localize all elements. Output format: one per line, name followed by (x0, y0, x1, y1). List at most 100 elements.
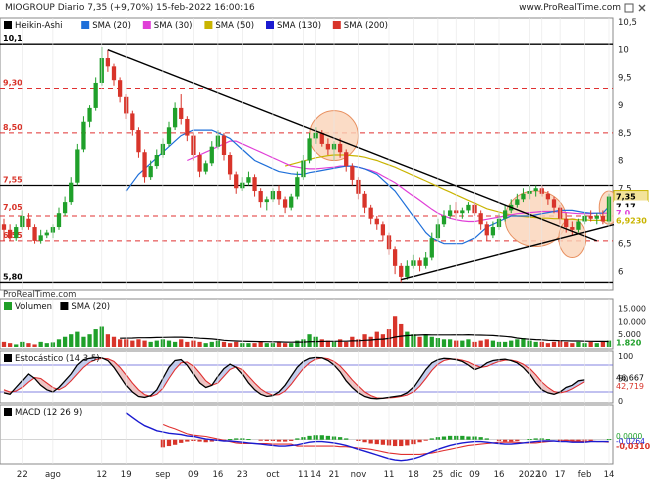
stochastic-fill (169, 360, 176, 379)
legend-swatch (4, 408, 12, 416)
stochastic-fill (346, 372, 353, 388)
macd-histogram-bar (460, 435, 465, 440)
macd-histogram-bar (289, 439, 294, 441)
volume-bar (368, 336, 373, 347)
macd-histogram-bar (227, 439, 233, 441)
stochastic-tick-label: 100 (618, 352, 633, 361)
stochastic-fill (248, 376, 255, 390)
macd-histogram-bar (344, 438, 349, 440)
volume-bar (344, 341, 349, 347)
stochastic-fill (217, 368, 224, 383)
candle-body (136, 130, 141, 153)
candle-body (380, 224, 386, 236)
x-axis-label: 21 (329, 470, 340, 480)
candle-body (56, 213, 62, 228)
stochastic-fill (486, 360, 493, 367)
candle-body (576, 221, 581, 230)
level-label: 7,55 (3, 175, 23, 184)
candle-body (551, 199, 557, 208)
stochastic-fill (297, 361, 304, 377)
volume-bar (295, 340, 300, 347)
volume-bar (227, 343, 233, 347)
x-axis-label: 09 (188, 470, 199, 480)
close-icon[interactable] (637, 3, 647, 13)
chart-title: MIOGROUP Diario 7,35 (+9,70%) 15-feb-202… (5, 3, 255, 13)
volume-bar (417, 336, 422, 347)
volume-bar (307, 334, 312, 347)
volume-bar (105, 334, 111, 347)
stochastic-fill (566, 385, 573, 392)
level-label: 10,1 (3, 34, 23, 43)
candle-body (276, 191, 282, 200)
macd-histogram-bar (515, 439, 520, 441)
x-axis-label: 18 (408, 470, 419, 480)
volume-bar (441, 339, 447, 347)
volume-bar (111, 336, 117, 347)
macd-histogram-bar (234, 438, 239, 440)
x-axis-label: 19 (121, 470, 132, 480)
candle-body (221, 135, 227, 155)
x-axis-label: 10 (536, 470, 547, 480)
stochastic-fill (40, 378, 47, 390)
prorealtime-url[interactable]: www.ProRealTime.com (519, 3, 621, 13)
volume-tick-label: 15.000 (618, 305, 646, 314)
x-axis-label: 11 (384, 470, 395, 480)
price-tick-label: 7,5 (618, 184, 632, 194)
macd-histogram-bar (405, 439, 410, 446)
volume-bar (117, 339, 123, 347)
stochastic-fill (547, 387, 554, 395)
stochastic-fill (572, 380, 579, 389)
stochastic-fill (291, 367, 298, 385)
candle-body (246, 177, 251, 183)
stochastic-fill (120, 367, 127, 386)
stochastic-fill (254, 383, 261, 395)
candle-body (545, 193, 551, 200)
macd-histogram-bar (246, 439, 251, 441)
legend-swatch (4, 354, 12, 362)
volume-bar (81, 336, 86, 347)
volume-bar (32, 344, 37, 347)
legend-swatch (81, 21, 90, 29)
volume-bar (1, 341, 7, 347)
volume-bar (209, 341, 214, 347)
legend-label: MACD (12 26 9) (15, 408, 82, 418)
price-label-box (614, 200, 648, 212)
macd-histogram-bar (166, 439, 172, 447)
maximize-icon[interactable] (624, 3, 634, 13)
stochastic-d-value: 42,719 (616, 382, 644, 391)
candle-body (62, 202, 68, 214)
macd-histogram-bar (282, 439, 288, 442)
candle-body (93, 82, 98, 108)
stochastic-fill (529, 368, 536, 383)
candle-body (502, 210, 508, 219)
macd-histogram-bar (502, 439, 508, 442)
stochastic-fill (425, 362, 432, 379)
price-label-text: 6,9230 (616, 216, 647, 225)
legend-label: SMA (20) (71, 302, 110, 312)
legend-label: Heikin-Ashi (15, 21, 63, 31)
candle-body (234, 174, 239, 189)
candle-body (44, 232, 49, 236)
volume-bar (545, 343, 551, 347)
level-label: 6,55 (3, 231, 23, 240)
candle-body (14, 227, 19, 239)
sma-20-line (125, 129, 610, 245)
stochastic-fill (71, 365, 78, 381)
candle-body (515, 199, 520, 205)
legend-label: SMA (130) (277, 21, 321, 31)
stochastic-k-line (3, 356, 585, 400)
volume-bar (44, 343, 49, 347)
volume-bar (502, 341, 508, 347)
macd-histogram-bar (392, 439, 398, 447)
title-bar: MIOGROUP Diario 7,35 (+9,70%) 15-feb-202… (0, 0, 650, 16)
candle-body (392, 249, 398, 266)
candle-body (105, 58, 111, 67)
volume-bar (185, 341, 190, 347)
volume-bar (246, 343, 251, 347)
legend-swatch (142, 21, 151, 29)
volume-bar (350, 336, 355, 347)
volume-bar (62, 336, 68, 347)
volume-value-label: 1.820 (616, 338, 642, 347)
macd-histogram-bar (203, 439, 208, 443)
candle-body (484, 224, 489, 236)
